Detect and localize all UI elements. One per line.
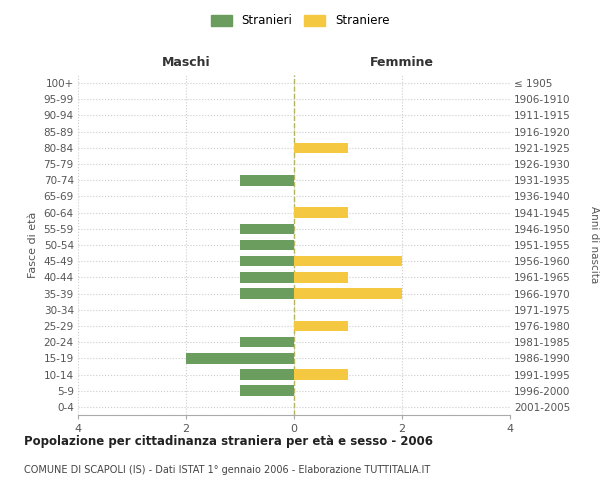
Bar (240, 386, 294, 396)
Bar (240, 288, 294, 299)
Bar (240, 272, 294, 282)
Bar (294, 370, 348, 380)
Bar (240, 370, 294, 380)
Bar (294, 288, 402, 299)
Bar (240, 256, 294, 266)
Bar (294, 208, 348, 218)
Bar (294, 256, 402, 266)
Bar (240, 240, 294, 250)
Y-axis label: Fasce di età: Fasce di età (28, 212, 38, 278)
Bar (240, 175, 294, 186)
Bar (240, 337, 294, 347)
Text: Anni di nascita: Anni di nascita (589, 206, 599, 284)
Legend: Stranieri, Straniere: Stranieri, Straniere (207, 11, 393, 31)
Text: Popolazione per cittadinanza straniera per età e sesso - 2006: Popolazione per cittadinanza straniera p… (24, 435, 433, 448)
Text: Maschi: Maschi (161, 56, 211, 69)
Text: Femmine: Femmine (370, 56, 434, 69)
Bar (294, 320, 348, 331)
Bar (186, 353, 294, 364)
Bar (294, 142, 348, 153)
Text: COMUNE DI SCAPOLI (IS) - Dati ISTAT 1° gennaio 2006 - Elaborazione TUTTITALIA.IT: COMUNE DI SCAPOLI (IS) - Dati ISTAT 1° g… (24, 465, 430, 475)
Bar (240, 224, 294, 234)
Bar (294, 272, 348, 282)
